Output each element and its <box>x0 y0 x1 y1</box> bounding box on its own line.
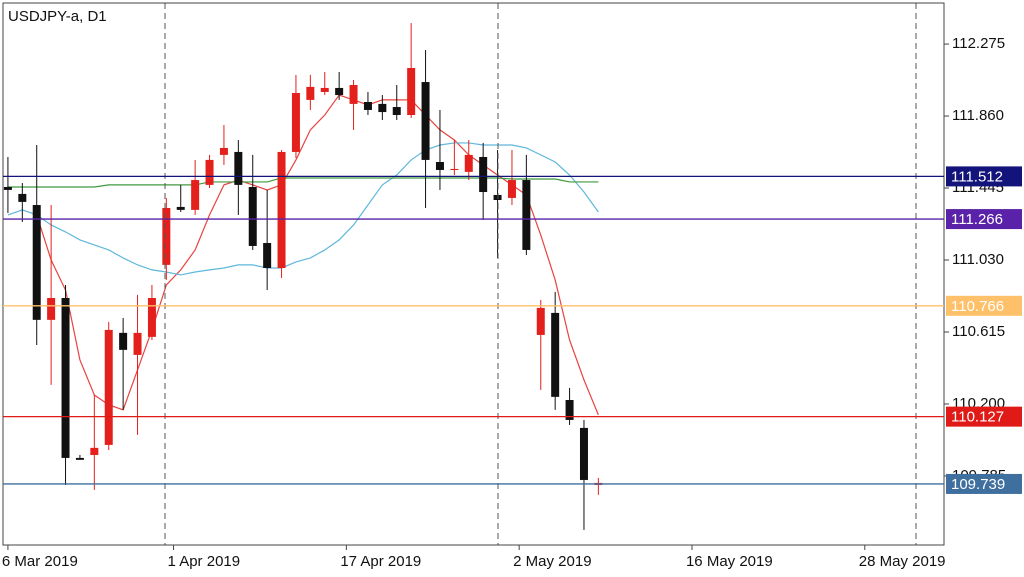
candle-body <box>147 297 156 337</box>
plot-frame <box>2 2 945 546</box>
candle-body <box>90 447 99 455</box>
candle-body <box>263 243 272 268</box>
candle-body <box>363 101 372 110</box>
candle-body <box>320 87 329 92</box>
candle-body <box>378 103 387 113</box>
candle-body <box>522 180 531 250</box>
candle-body <box>579 427 588 480</box>
candle-body <box>335 87 344 96</box>
candle-body <box>119 332 128 350</box>
x-tick-label: 6 Mar 2019 <box>2 553 78 570</box>
candle-body <box>234 151 243 185</box>
level-label: 110.766 <box>951 298 1004 315</box>
plot-area <box>3 23 603 530</box>
x-tick-label: 1 Apr 2019 <box>168 553 241 570</box>
level-label-box <box>946 473 1022 494</box>
level-label-box <box>946 209 1022 230</box>
level-label: 111.512 <box>951 168 1003 185</box>
candle-body <box>47 297 56 320</box>
level-label-box <box>946 295 1022 316</box>
candle-body <box>536 307 545 335</box>
candle-body <box>450 168 459 170</box>
candle-body <box>104 329 113 445</box>
candle-body <box>565 399 574 420</box>
candle-body <box>3 186 12 190</box>
candle-body <box>349 84 358 104</box>
candle-body <box>421 82 430 160</box>
candle-body <box>219 147 228 155</box>
candle-body <box>407 67 416 116</box>
level-label: 111.266 <box>951 211 1003 228</box>
y-tick-label: 112.275 <box>952 35 1005 52</box>
x-tick-label: 17 Apr 2019 <box>340 553 421 570</box>
x-tick-label: 16 May 2019 <box>686 553 773 570</box>
level-label-box <box>946 406 1022 427</box>
candle-body <box>479 156 488 193</box>
candle-body <box>205 159 214 185</box>
candle-body <box>392 107 401 116</box>
y-tick-label: 110.615 <box>952 323 1005 340</box>
chart-title: USDJPY-a, D1 <box>8 8 107 25</box>
candle-body <box>306 86 315 100</box>
moving-average-line <box>36 94 599 416</box>
level-label: 110.127 <box>951 409 1004 426</box>
level-label: 109.739 <box>951 476 1005 493</box>
y-tick-label: 111.860 <box>952 107 1004 124</box>
candle-body <box>507 180 516 198</box>
candle-body <box>176 206 185 210</box>
candle-body <box>435 162 444 170</box>
y-tick-label: 111.030 <box>952 251 1004 268</box>
candle-body <box>162 207 171 265</box>
moving-average-line <box>7 177 599 188</box>
candle-body <box>32 205 41 320</box>
candle-body <box>133 332 142 355</box>
candle-body <box>464 154 473 172</box>
candle-body <box>75 457 84 460</box>
candle-body <box>61 297 70 458</box>
x-tick-label: 2 May 2019 <box>513 553 591 570</box>
candle-body <box>18 193 27 202</box>
x-tick-label: 28 May 2019 <box>859 553 946 570</box>
candle-body <box>291 92 300 152</box>
candle-body <box>551 312 560 397</box>
moving-average-line <box>7 142 599 276</box>
candle-body <box>248 186 257 246</box>
candle-body <box>277 151 286 268</box>
candle-body <box>191 180 200 210</box>
level-label-box <box>946 166 1022 187</box>
